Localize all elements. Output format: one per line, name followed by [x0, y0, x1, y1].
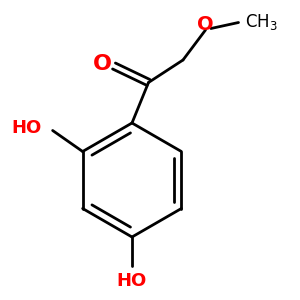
Text: O: O — [197, 15, 214, 34]
Text: HO: HO — [11, 119, 41, 137]
Text: CH$_3$: CH$_3$ — [245, 12, 278, 32]
Text: HO: HO — [117, 272, 147, 290]
Text: O: O — [93, 54, 112, 74]
